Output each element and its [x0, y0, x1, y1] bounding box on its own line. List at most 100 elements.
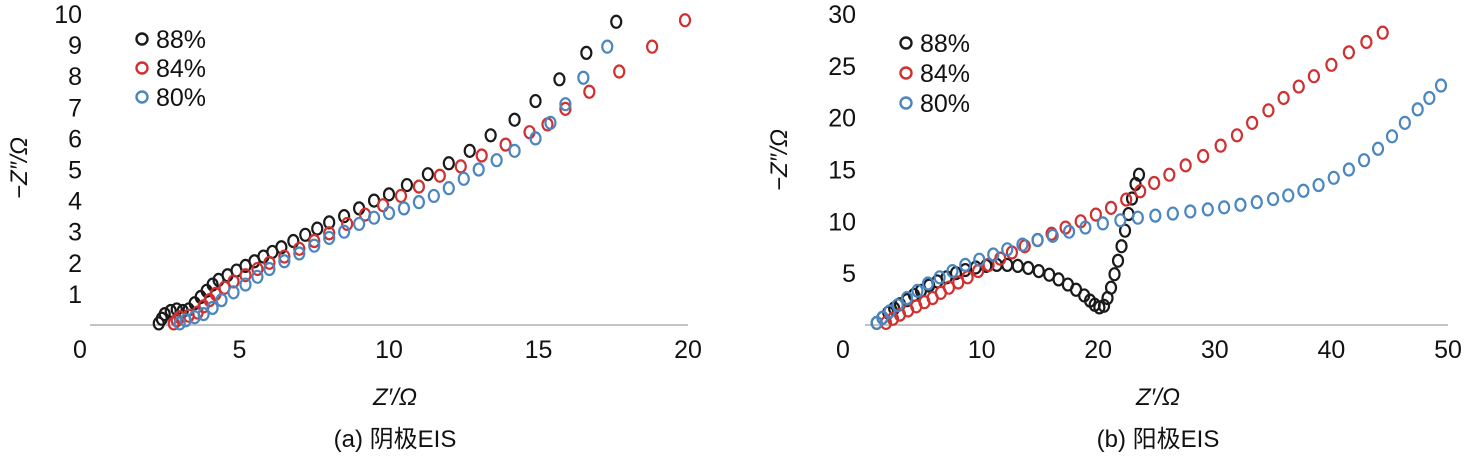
data-point — [1398, 115, 1411, 130]
legend-marker — [135, 61, 149, 75]
data-point — [158, 307, 171, 322]
chart-b-ylabel: −Z″/Ω — [766, 129, 793, 191]
legend-label: 88% — [156, 26, 206, 54]
data-point — [1022, 260, 1035, 276]
data-point — [1111, 253, 1125, 268]
data-point — [323, 230, 336, 246]
data-point — [1115, 239, 1128, 254]
data-point — [1097, 298, 1111, 313]
y-tick-label: 10 — [828, 208, 856, 236]
data-point — [1307, 69, 1321, 84]
data-point — [613, 64, 626, 79]
data-point — [508, 112, 521, 127]
data-point — [433, 168, 446, 183]
data-point — [206, 300, 219, 315]
legend-label: 80% — [156, 84, 206, 112]
data-point — [1218, 200, 1231, 215]
data-point — [1246, 115, 1259, 130]
x-tick-label: 0 — [836, 336, 850, 364]
data-point — [341, 216, 354, 232]
data-point — [1376, 25, 1389, 40]
data-point — [559, 97, 572, 112]
data-point — [278, 249, 291, 264]
data-point — [263, 261, 276, 277]
chart-b-caption: (b) 阳极EIS — [1097, 426, 1220, 453]
data-point — [946, 263, 959, 279]
data-point — [1197, 148, 1210, 164]
data-point — [463, 143, 476, 158]
data-point — [239, 277, 252, 292]
data-point — [1089, 207, 1102, 222]
data-point — [1371, 141, 1385, 156]
data-point — [1179, 158, 1192, 173]
data-point — [1277, 90, 1290, 106]
x-tick-label: 0 — [73, 336, 87, 364]
data-point — [1342, 162, 1355, 177]
chart-a: 1 2 3 4 5 6 7 8 9 10 0 5 10 15 20 88%84%80% −Z″/Ω Z′/… — [6, 1, 702, 453]
data-point — [382, 187, 396, 202]
series-84pct — [167, 13, 692, 331]
x-tick-label: 15 — [525, 336, 553, 364]
data-point — [1104, 200, 1118, 215]
data-point — [1214, 138, 1227, 153]
data-point — [442, 181, 455, 196]
chart-a-series — [152, 13, 692, 331]
data-point — [1046, 228, 1059, 243]
chart-b-legend: 88%84%80% — [899, 30, 970, 118]
x-tick-label: 20 — [674, 336, 702, 364]
y-tick-label: 30 — [828, 1, 856, 29]
data-point — [1250, 195, 1263, 210]
y-tick-label: 8 — [68, 63, 82, 91]
data-point — [1312, 177, 1325, 193]
chart-b-xlabel: Z′/Ω — [1135, 384, 1180, 411]
chart-a-legend: 88%84%80% — [135, 26, 206, 112]
data-point — [1125, 191, 1139, 206]
x-tick-label: 5 — [233, 336, 247, 364]
data-point — [1166, 206, 1179, 221]
data-point — [961, 270, 974, 285]
legend-marker — [135, 90, 149, 104]
legend-marker — [899, 96, 913, 110]
legend-label: 84% — [156, 55, 206, 83]
data-point — [412, 195, 425, 210]
data-point — [1411, 102, 1424, 117]
data-point — [475, 148, 488, 163]
data-point — [646, 39, 659, 54]
legend-label: 84% — [920, 60, 970, 88]
data-point — [278, 254, 291, 269]
chart-a-xlabel: Z′/Ω — [372, 384, 417, 411]
data-point — [1360, 34, 1373, 50]
y-tick-label: 5 — [842, 260, 856, 288]
data-point — [1001, 257, 1014, 272]
data-point — [1001, 242, 1014, 257]
x-tick-label: 50 — [1434, 336, 1462, 364]
y-tick-label: 2 — [68, 250, 82, 278]
data-point — [1297, 183, 1310, 198]
data-point — [1108, 267, 1121, 282]
data-point — [1120, 192, 1133, 207]
y-tick-label: 20 — [828, 105, 856, 133]
data-point — [942, 280, 956, 295]
data-point — [397, 201, 411, 216]
chart-a-ylabel: −Z″/Ω — [6, 137, 33, 199]
data-point — [544, 115, 557, 130]
data-point — [1052, 272, 1065, 287]
y-tick-label: 25 — [828, 53, 856, 81]
data-point — [197, 307, 210, 322]
data-point — [472, 162, 485, 177]
data-point — [1230, 128, 1244, 143]
data-point — [293, 246, 306, 261]
data-point — [994, 251, 1007, 266]
data-point — [1163, 167, 1176, 182]
data-point — [1327, 170, 1340, 185]
data-point — [678, 13, 692, 28]
y-tick-label: 9 — [68, 32, 82, 60]
data-point — [508, 143, 521, 158]
data-point — [529, 131, 542, 146]
y-tick-label: 5 — [68, 157, 82, 185]
x-tick-label: 40 — [1317, 336, 1345, 364]
series-80pct — [870, 78, 1448, 331]
data-point — [412, 179, 425, 194]
data-point — [170, 302, 183, 317]
